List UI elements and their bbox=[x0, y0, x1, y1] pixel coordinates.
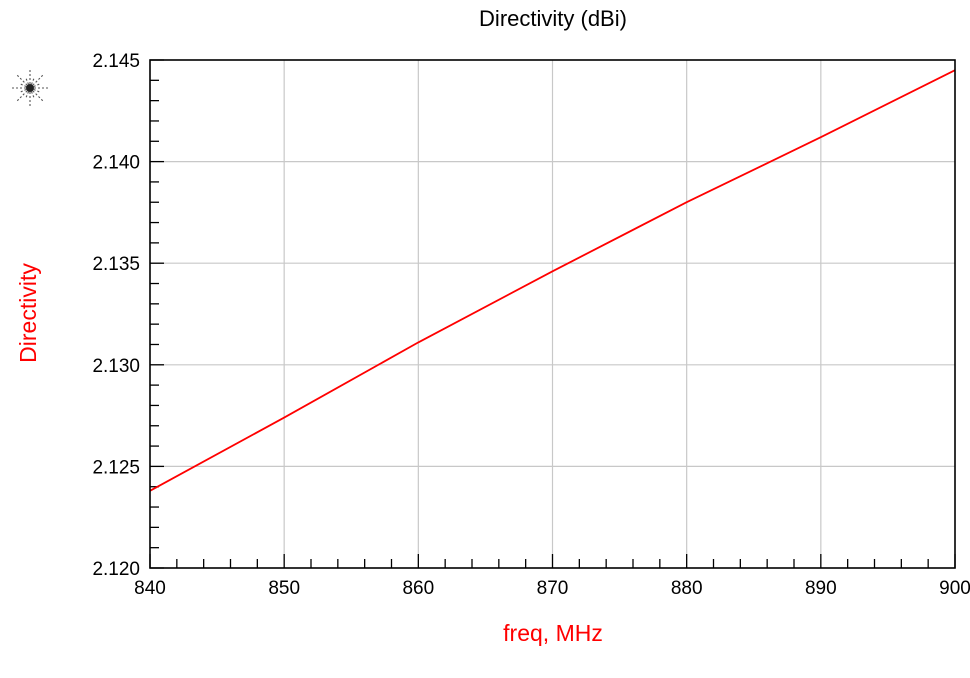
x-tick-label: 880 bbox=[671, 578, 703, 599]
y-tick-label: 2.145 bbox=[92, 51, 140, 72]
series-layer bbox=[149, 69, 956, 492]
plot-frame bbox=[149, 59, 956, 569]
x-tick-label: 850 bbox=[268, 578, 300, 599]
y-axis-label: Directivity bbox=[15, 263, 41, 363]
y-tick-label: 2.120 bbox=[92, 559, 140, 580]
tick-labels: 840 850 860 870 880 890 900 2.120 2.125 2.130 2.13… bbox=[92, 51, 970, 599]
y-tick-label: 2.130 bbox=[92, 356, 140, 377]
grid-lines bbox=[150, 60, 955, 568]
x-tick-label: 900 bbox=[939, 578, 970, 599]
x-axis-label: freq, MHz bbox=[503, 620, 603, 646]
starburst-icon bbox=[12, 70, 48, 106]
x-tick-label: 870 bbox=[537, 578, 569, 599]
x-tick-label: 840 bbox=[134, 578, 166, 599]
tick-marks bbox=[149, 59, 956, 569]
directivity-line bbox=[149, 69, 956, 492]
y-tick-label: 2.135 bbox=[92, 254, 140, 275]
x-tick-label: 890 bbox=[805, 578, 837, 599]
y-tick-label: 2.140 bbox=[92, 153, 140, 174]
chart-title: Directivity (dBi) bbox=[479, 6, 627, 31]
x-tick-label: 860 bbox=[402, 578, 434, 599]
y-tick-label: 2.125 bbox=[92, 457, 140, 478]
